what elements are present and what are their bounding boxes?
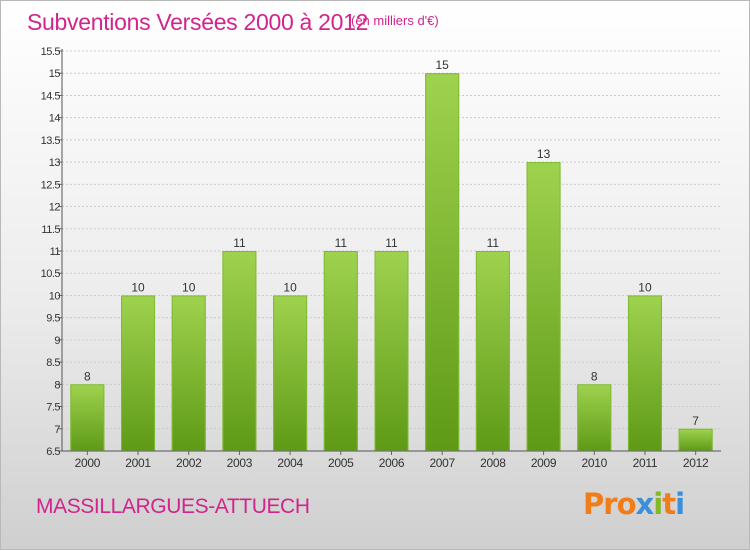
bars xyxy=(70,73,713,452)
data-label: 10 xyxy=(283,280,297,294)
y-tick-label: 11.5 xyxy=(41,224,60,236)
bar-2002 xyxy=(171,295,206,451)
x-tick-label: 2011 xyxy=(633,456,658,470)
data-label: 10 xyxy=(131,280,145,294)
bar-2005 xyxy=(323,251,358,451)
x-tick-label: 2008 xyxy=(480,456,506,470)
data-label: 11 xyxy=(385,236,398,250)
x-tick-label: 2006 xyxy=(379,456,405,470)
bar-2008 xyxy=(475,251,510,451)
bar-2004 xyxy=(273,295,308,451)
labels: 6.5 7 7.5 8 8.5 9 9.5 10 10.5 11 11.5 12 12.5 13 13.5 1… xyxy=(41,46,710,470)
y-tick-label: 12 xyxy=(49,202,61,214)
y-tick-label: 8.5 xyxy=(46,357,60,369)
y-tick-label: 15 xyxy=(49,68,61,80)
data-label: 11 xyxy=(335,236,348,250)
x-tick-label: 2004 xyxy=(277,456,303,470)
axes xyxy=(58,49,721,455)
data-label: 8 xyxy=(84,369,91,383)
y-tick-label: 9 xyxy=(54,335,60,347)
x-tick-label: 2005 xyxy=(328,456,354,470)
unit-note: (en milliers d'€) xyxy=(351,13,439,28)
logo-letter: P xyxy=(583,487,604,521)
data-label: 13 xyxy=(537,147,551,161)
y-tick-label: 10 xyxy=(49,290,61,302)
data-label: 10 xyxy=(182,280,196,294)
bar-2012 xyxy=(678,428,713,451)
x-tick-label: 2012 xyxy=(683,456,709,470)
logo-letter: x xyxy=(635,487,655,521)
logo-letter: i xyxy=(653,487,663,521)
bar-2003 xyxy=(222,251,257,451)
logo-letter: r xyxy=(603,487,617,521)
commune-name: MASSILLARGUES-ATTUECH xyxy=(36,495,310,518)
data-label: 11 xyxy=(487,236,500,250)
bar-2007 xyxy=(425,73,460,451)
y-tick-label: 13 xyxy=(49,157,61,169)
logo-letter: o xyxy=(616,487,637,521)
chart-title: Subventions Versées 2000 à 2012 xyxy=(27,9,369,35)
bar-2010 xyxy=(577,384,612,451)
y-tick-label: 11 xyxy=(50,246,61,258)
y-tick-label: 15.5 xyxy=(41,46,61,58)
bar-2006 xyxy=(374,251,409,451)
proxiti-logo[interactable]: Proxiti xyxy=(583,487,685,521)
x-tick-label: 2001 xyxy=(125,456,151,470)
data-label: 10 xyxy=(638,280,652,294)
bar-2011 xyxy=(627,295,662,451)
x-tick-label: 2003 xyxy=(227,456,253,470)
data-label: 7 xyxy=(692,414,699,428)
bar-2000 xyxy=(70,384,105,451)
y-tick-label: 8 xyxy=(54,379,60,391)
logo-letter: t xyxy=(662,487,676,521)
data-label: 15 xyxy=(436,58,450,72)
y-tick-label: 6.5 xyxy=(46,446,60,458)
x-tick-label: 2002 xyxy=(176,456,202,470)
data-label: 8 xyxy=(591,369,598,383)
y-tick-label: 7.5 xyxy=(46,402,60,414)
y-tick-label: 13.5 xyxy=(41,135,61,147)
x-tick-label: 2007 xyxy=(429,456,455,470)
logo-letter: i xyxy=(675,487,685,521)
y-tick-label: 14 xyxy=(49,113,61,125)
y-tick-label: 10.5 xyxy=(41,268,61,280)
bar-2009 xyxy=(526,162,561,451)
bar-2001 xyxy=(121,295,156,451)
y-tick-label: 9.5 xyxy=(46,313,60,325)
y-tick-label: 7 xyxy=(54,424,60,436)
x-tick-label: 2010 xyxy=(582,456,608,470)
y-tick-label: 12.5 xyxy=(41,179,61,191)
x-tick-label: 2000 xyxy=(75,456,101,470)
y-tick-label: 14.5 xyxy=(41,90,61,102)
x-tick-label: 2009 xyxy=(531,456,557,470)
data-label: 11 xyxy=(233,236,246,250)
